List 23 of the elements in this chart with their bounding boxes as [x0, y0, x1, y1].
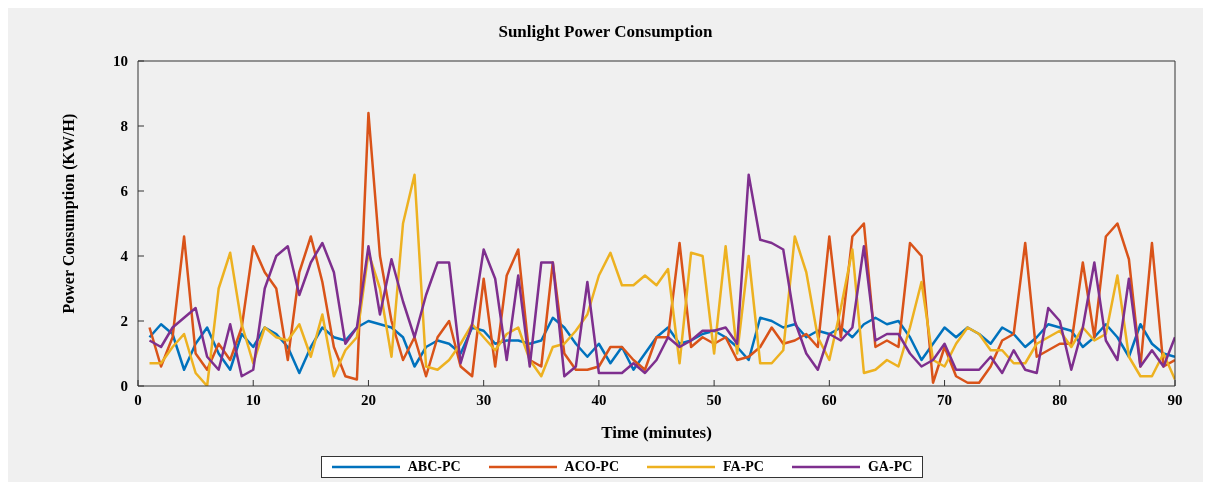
- y-tick-label: 2: [120, 313, 128, 330]
- chart-title: Sunlight Power Consumption: [497, 21, 714, 43]
- x-tick-label: 30: [476, 391, 492, 408]
- y-tick-label: 0: [120, 378, 128, 395]
- x-tick-label: 90: [1167, 391, 1183, 408]
- y-tick-label: 4: [120, 248, 129, 265]
- x-tick-label: 40: [591, 391, 607, 408]
- x-tick-label: 60: [821, 391, 837, 408]
- legend-label: GA-PC: [867, 459, 913, 475]
- x-axis-title: Time (minutes): [601, 423, 712, 442]
- y-axis-title: Power Consumption (KW/H): [59, 113, 78, 314]
- y-tick-label: 8: [120, 118, 128, 135]
- legend-label: ACO-PC: [564, 459, 620, 475]
- legend-label: FA-PC: [723, 459, 764, 475]
- x-tick-label: 70: [937, 391, 953, 408]
- x-tick-label: 50: [706, 391, 722, 408]
- y-tick-label: 10: [113, 53, 128, 70]
- y-tick-label: 6: [120, 183, 129, 200]
- x-tick-label: 0: [134, 391, 142, 408]
- x-tick-label: 80: [1052, 391, 1068, 408]
- legend-label: ABC-PC: [407, 459, 461, 475]
- x-tick-label: 20: [360, 391, 376, 408]
- x-tick-label: 10: [245, 391, 261, 408]
